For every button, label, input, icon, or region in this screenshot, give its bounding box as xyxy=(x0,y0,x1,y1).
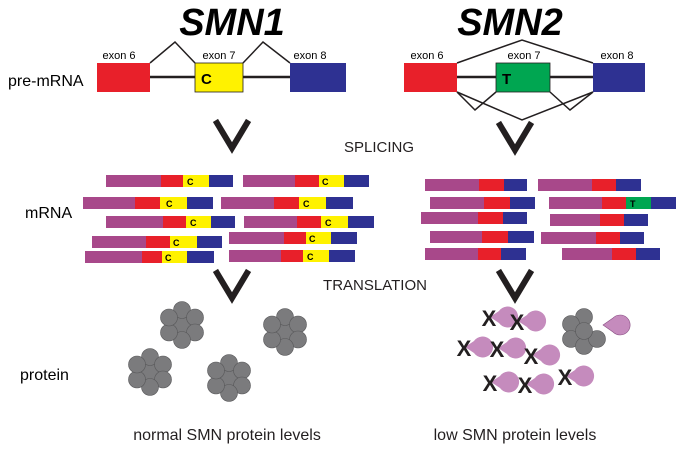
svg-text:X: X xyxy=(457,336,472,361)
mrna-c-letter: C xyxy=(325,218,332,228)
smn2-exon7-label: exon 7 xyxy=(507,50,540,62)
smn1-splicing-arrow xyxy=(212,118,252,154)
smn-defective-monomer: X xyxy=(558,365,595,390)
smn-oligomer xyxy=(207,354,251,402)
mrna-c-letter: C xyxy=(307,252,314,262)
smn1-exon8-block xyxy=(290,63,346,92)
smn2-mrna-strand xyxy=(430,231,534,243)
smn2-mrna-strand xyxy=(430,197,535,209)
smn-oligomer xyxy=(160,301,204,349)
svg-text:X: X xyxy=(482,306,497,331)
smn1-mrna-strand: C xyxy=(243,175,369,187)
mrna-c-letter: C xyxy=(187,177,194,187)
smn1-mrna-strand: C xyxy=(244,216,374,228)
smn1-mrna-strand: C xyxy=(83,197,213,209)
smn1-mrna-strand: C xyxy=(229,232,357,244)
smn2-mrna-strand xyxy=(425,248,526,260)
smn1-mrna-group: C C C C C C C xyxy=(83,175,374,263)
smn2-outcome-caption: low SMN protein levels xyxy=(434,427,597,444)
smn2-mrna-strand xyxy=(425,179,527,191)
smn1-mrna-strand: C xyxy=(229,250,355,262)
svg-text:X: X xyxy=(558,365,573,390)
svg-text:X: X xyxy=(510,310,525,335)
mrna-c-letter: C xyxy=(303,199,310,209)
smn-defective-monomer: X xyxy=(490,337,527,362)
smn2-mrna-strand xyxy=(538,179,641,191)
smn1-mrna-strand: C xyxy=(106,175,233,187)
premrna-label: pre-mRNA xyxy=(8,73,84,90)
splicing-label: SPLICING xyxy=(344,139,414,156)
mrna-c-letter: C xyxy=(166,199,173,209)
smn2-mrna-strand xyxy=(421,212,527,224)
smn1-mrna-strand: C xyxy=(92,236,222,248)
smn-truncated-monomer xyxy=(602,314,631,336)
svg-text:X: X xyxy=(518,373,533,398)
mrna-c-letter: C xyxy=(173,238,180,248)
smn2-exon7-base: T xyxy=(502,71,511,88)
mrna-c-letter: C xyxy=(165,253,172,263)
mrna-t-letter: T xyxy=(630,199,636,209)
svg-text:X: X xyxy=(483,371,498,396)
smn1-exon7-block xyxy=(194,62,244,93)
smn2-premrna: exon 6 exon 7 exon 8 T xyxy=(404,39,645,121)
smn-oligomer xyxy=(128,348,172,396)
smn2-splicing-arrow xyxy=(495,120,535,156)
smn1-mrna-strand: C xyxy=(106,216,235,228)
mrna-c-letter: C xyxy=(309,234,316,244)
smn2-exon7-block xyxy=(495,62,551,93)
smn-defective-monomer: X xyxy=(457,336,494,361)
translation-label: TRANSLATION xyxy=(323,277,427,294)
smn1-mrna-strand: C xyxy=(221,197,353,209)
smn1-translation-arrow xyxy=(212,268,252,304)
mrna-c-letter: C xyxy=(190,218,197,228)
mrna-c-letter: C xyxy=(322,177,329,187)
svg-text:X: X xyxy=(524,344,539,369)
smn1-exon6-label: exon 6 xyxy=(102,50,135,62)
mrna-label: mRNA xyxy=(25,205,72,222)
smn-oligomer xyxy=(263,308,307,356)
svg-text:X: X xyxy=(490,337,505,362)
smn-partial-oligomer xyxy=(562,308,606,355)
smn1-mrna-strand: C xyxy=(85,251,214,263)
smn2-mrna-strand xyxy=(550,214,648,226)
smn1-outcome-caption: normal SMN protein levels xyxy=(133,427,321,444)
smn1-protein-group xyxy=(128,301,307,402)
smn-defective-monomer: X xyxy=(510,310,547,335)
smn1-premrna: exon 6 exon 7 exon 8 C xyxy=(97,40,346,93)
smn1-exon7-base: C xyxy=(201,71,212,88)
smn2-exon6-label: exon 6 xyxy=(410,50,443,62)
smn2-protein-group: X X X X X X X X xyxy=(457,306,631,398)
smn1-title: SMN1 xyxy=(179,2,285,44)
smn2-mrna-strand xyxy=(541,232,644,244)
smn-defective-monomer: X xyxy=(483,371,520,396)
smn2-exon6-block xyxy=(404,63,457,92)
smn-defective-monomer: X xyxy=(518,373,555,398)
smn-defective-monomer: X xyxy=(524,344,561,369)
smn2-mrna-strand-full: T xyxy=(549,197,676,209)
smn2-mrna-group: T xyxy=(421,179,676,260)
smn2-mrna-strand xyxy=(562,248,660,260)
smn-defective-monomer: X xyxy=(482,306,519,331)
smn1-exon7-label: exon 7 xyxy=(202,50,235,62)
smn2-title: SMN2 xyxy=(457,2,563,44)
smn2-exon8-label: exon 8 xyxy=(600,50,633,62)
smn1-exon8-label: exon 8 xyxy=(293,50,326,62)
smn1-exon6-block xyxy=(97,63,150,92)
smn2-translation-arrow xyxy=(495,268,535,304)
smn2-exon8-block xyxy=(593,63,645,92)
protein-label: protein xyxy=(20,367,69,384)
